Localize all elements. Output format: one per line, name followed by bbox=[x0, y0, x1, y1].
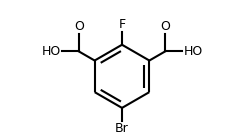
Text: O: O bbox=[160, 20, 170, 33]
Text: O: O bbox=[74, 20, 84, 33]
Text: F: F bbox=[118, 18, 126, 31]
Text: Br: Br bbox=[115, 122, 129, 135]
Text: HO: HO bbox=[41, 45, 61, 58]
Text: HO: HO bbox=[183, 45, 203, 58]
